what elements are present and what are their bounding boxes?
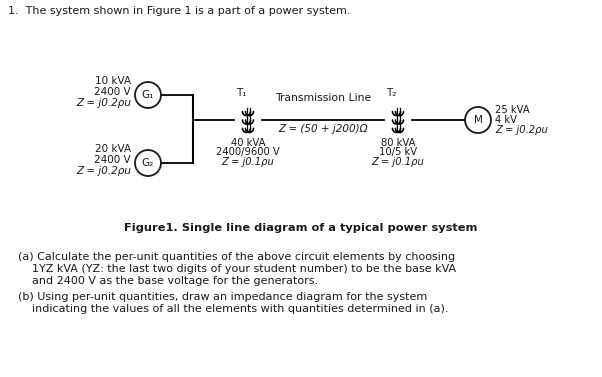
Text: 4 kV: 4 kV xyxy=(495,115,517,125)
Text: Z = j0.1ρu: Z = j0.1ρu xyxy=(222,157,275,167)
Text: Z = j0.2ρu: Z = j0.2ρu xyxy=(76,166,131,176)
Text: Z = j0.2ρu: Z = j0.2ρu xyxy=(76,98,131,108)
Text: 25 kVA: 25 kVA xyxy=(495,105,530,115)
Text: 10/5 kV: 10/5 kV xyxy=(379,147,417,157)
Text: T₂: T₂ xyxy=(386,88,396,98)
Text: T₁: T₁ xyxy=(236,88,246,98)
Text: (b) Using per-unit quantities, draw an impedance diagram for the system: (b) Using per-unit quantities, draw an i… xyxy=(18,292,427,302)
Text: 2400/9600 V: 2400/9600 V xyxy=(216,147,280,157)
Text: and 2400 V as the base voltage for the generators.: and 2400 V as the base voltage for the g… xyxy=(18,276,318,286)
Text: 2400 V: 2400 V xyxy=(95,87,131,97)
Text: 80 kVA: 80 kVA xyxy=(380,138,415,148)
Text: Transmission Line: Transmission Line xyxy=(275,93,371,103)
Text: 2400 V: 2400 V xyxy=(95,155,131,165)
Text: Z = j0.1ρu: Z = j0.1ρu xyxy=(371,157,424,167)
Text: G₁: G₁ xyxy=(142,90,154,100)
Text: Z = j0.2ρu: Z = j0.2ρu xyxy=(495,125,548,135)
Text: G₂: G₂ xyxy=(142,158,154,168)
Text: 10 kVA: 10 kVA xyxy=(95,76,131,86)
Text: M: M xyxy=(474,115,482,125)
Text: 1.  The system shown in Figure 1 is a part of a power system.: 1. The system shown in Figure 1 is a par… xyxy=(8,6,350,16)
Text: Figure1. Single line diagram of a typical power system: Figure1. Single line diagram of a typica… xyxy=(124,223,478,233)
Text: 40 kVA: 40 kVA xyxy=(231,138,265,148)
Text: Z = (50 + j200)Ω: Z = (50 + j200)Ω xyxy=(278,124,368,134)
Text: 20 kVA: 20 kVA xyxy=(95,144,131,154)
Text: indicating the values of all the elements with quantities determined in (a).: indicating the values of all the element… xyxy=(18,304,448,314)
Text: 1YZ kVA (YZ: the last two digits of your student number) to be the base kVA: 1YZ kVA (YZ: the last two digits of your… xyxy=(18,264,456,274)
Text: (a) Calculate the per-unit quantities of the above circuit elements by choosing: (a) Calculate the per-unit quantities of… xyxy=(18,252,455,262)
